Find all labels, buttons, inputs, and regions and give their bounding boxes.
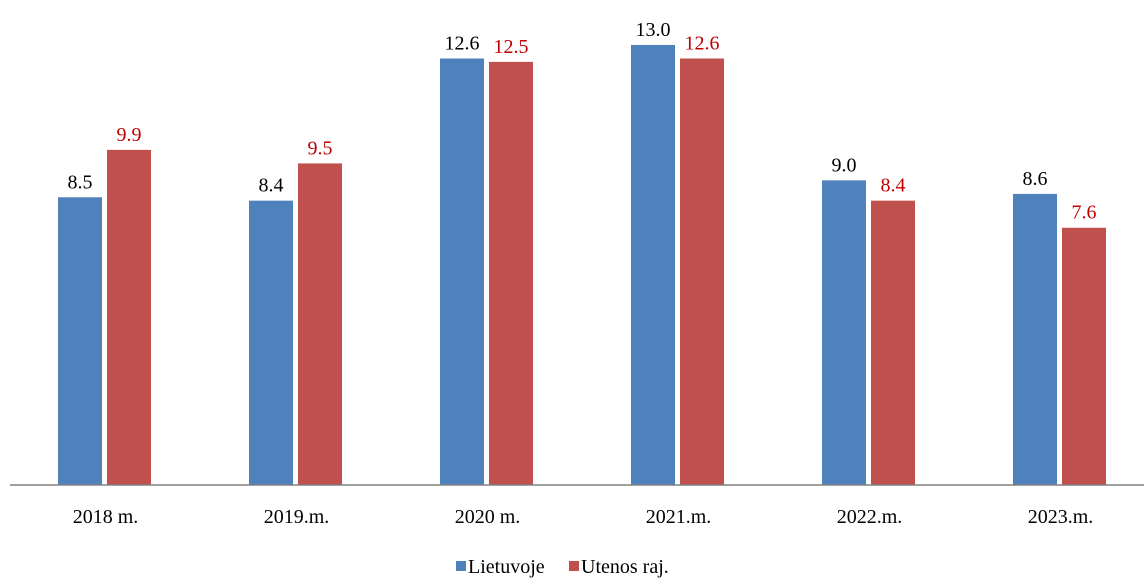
value-label-utenos-3: 12.6 xyxy=(685,32,720,54)
legend: Lietuvoje Utenos raj. xyxy=(456,556,669,578)
value-label-utenos-0: 9.9 xyxy=(117,124,142,146)
x-tick-label-3: 2021.m. xyxy=(646,506,712,528)
value-label-utenos-4: 8.4 xyxy=(881,175,906,197)
value-label-utenos-2: 12.5 xyxy=(494,36,529,58)
value-label-lietuvoje-3: 13.0 xyxy=(636,19,671,41)
bar-lietuvoje-3 xyxy=(631,44,675,485)
value-label-lietuvoje-4: 9.0 xyxy=(832,154,857,176)
bar-utenos-2 xyxy=(489,61,533,485)
value-label-lietuvoje-1: 8.4 xyxy=(259,175,284,197)
bar-lietuvoje-4 xyxy=(822,180,866,485)
value-labels-layer: 8.5 9.9 8.4 9.5 12.6 12.5 13.0 12.6 9.0 8.4 8.6 7.6 xyxy=(68,19,1097,224)
x-tick-label-2: 2020 m. xyxy=(455,506,521,528)
value-label-utenos-1: 9.5 xyxy=(308,137,333,159)
legend-label-lietuvoje: Lietuvoje xyxy=(468,556,545,578)
bar-lietuvoje-1 xyxy=(249,200,293,485)
x-tick-label-4: 2022.m. xyxy=(837,506,903,528)
value-label-lietuvoje-2: 12.6 xyxy=(445,32,480,54)
value-label-lietuvoje-0: 8.5 xyxy=(68,171,93,193)
legend-label-utenos: Utenos raj. xyxy=(581,556,669,578)
value-label-lietuvoje-5: 8.6 xyxy=(1023,168,1048,190)
bars-layer xyxy=(58,44,1106,486)
bar-utenos-0 xyxy=(107,149,151,485)
bar-utenos-4 xyxy=(871,200,915,485)
x-tick-label-0: 2018 m. xyxy=(73,506,139,528)
x-tick-labels: 2018 m. 2019.m. 2020 m. 2021.m. 2022.m. 2023.… xyxy=(73,506,1094,528)
bar-lietuvoje-5 xyxy=(1013,193,1057,485)
bar-utenos-1 xyxy=(298,163,342,486)
x-tick-label-1: 2019.m. xyxy=(264,506,330,528)
bar-utenos-5 xyxy=(1062,227,1106,486)
x-tick-label-5: 2023.m. xyxy=(1028,506,1094,528)
legend-swatch-lietuvoje xyxy=(456,561,466,571)
bar-lietuvoje-2 xyxy=(440,58,484,486)
legend-swatch-utenos xyxy=(569,561,579,571)
bar-utenos-3 xyxy=(680,58,724,486)
value-label-utenos-5: 7.6 xyxy=(1072,202,1097,224)
bar-lietuvoje-0 xyxy=(58,197,102,485)
